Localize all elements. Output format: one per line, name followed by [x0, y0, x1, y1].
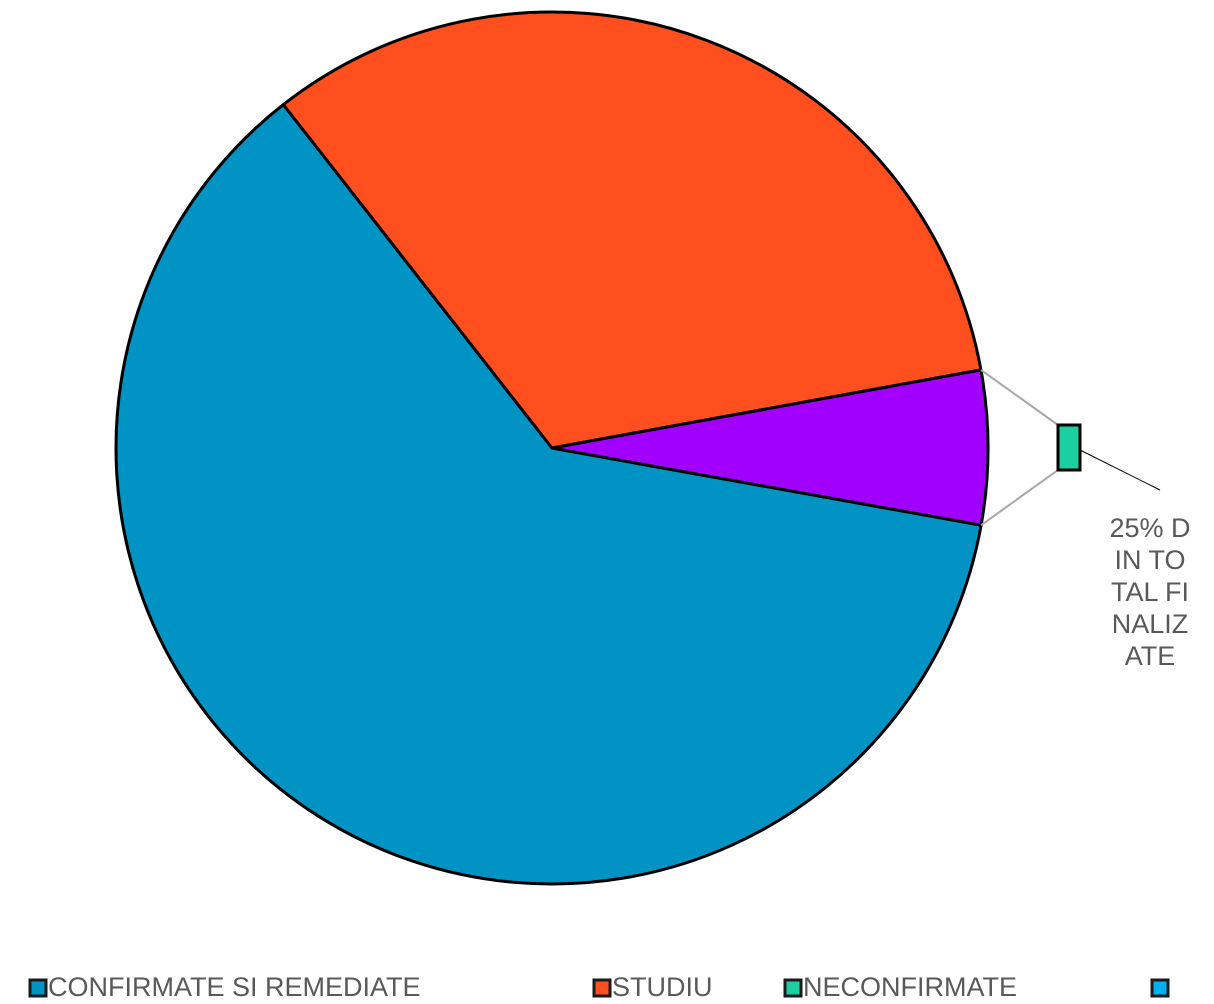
legend-swatch: [592, 978, 612, 998]
pie-slice: [281, 10, 983, 450]
legend-label: STUDIU: [612, 972, 713, 1002]
legend-label: NECONFIRMATE: [803, 972, 1017, 1002]
legend-swatch: [783, 978, 803, 998]
data-label: 25% DIN TOTAL FINALIZATE: [1109, 513, 1191, 671]
pie-slice-other: [550, 368, 990, 527]
leader-line: [1079, 449, 1161, 491]
connector: [980, 469, 1059, 527]
bar-segment: [1056, 423, 1082, 472]
legend-label: CONFIRMATE SI REMEDIATE: [48, 972, 421, 1002]
connector: [980, 369, 1059, 426]
pie-slice: [114, 103, 983, 886]
legend-swatch: [1150, 978, 1170, 998]
annotation-box: 25% DIN TOTAL FINALIZATE: [1109, 513, 1191, 671]
legend-swatch: [28, 978, 48, 998]
